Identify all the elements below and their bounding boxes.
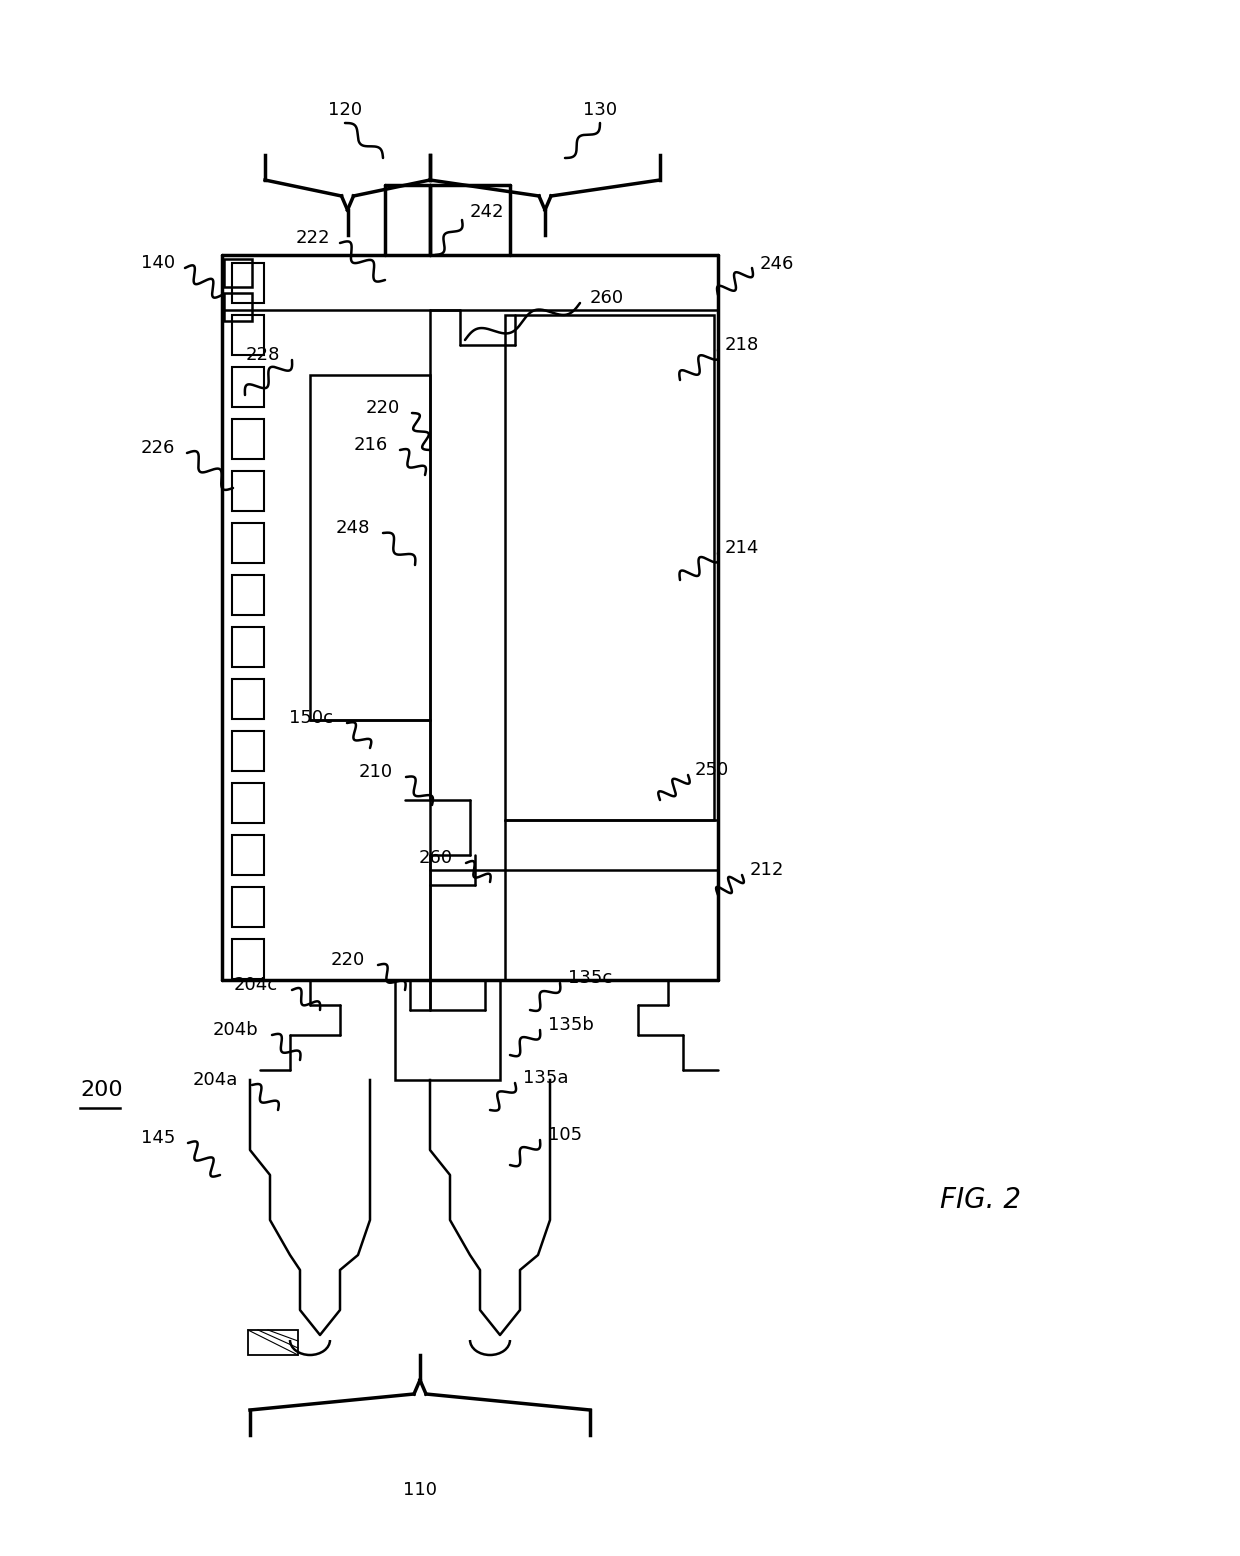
- Bar: [232, 367, 264, 408]
- Text: 212: 212: [750, 860, 785, 879]
- Text: 135b: 135b: [548, 1016, 594, 1035]
- Text: 140: 140: [141, 254, 175, 272]
- Text: 204c: 204c: [234, 976, 278, 994]
- Bar: [232, 678, 264, 719]
- Text: 242: 242: [470, 202, 505, 221]
- Text: 246: 246: [760, 255, 795, 272]
- Bar: [310, 375, 430, 720]
- Text: 250: 250: [694, 761, 729, 780]
- Text: 130: 130: [583, 101, 618, 118]
- Bar: [232, 263, 264, 303]
- Bar: [232, 836, 264, 874]
- Text: 220: 220: [331, 951, 365, 969]
- Text: 135a: 135a: [523, 1069, 568, 1088]
- Bar: [232, 783, 264, 823]
- Bar: [232, 471, 264, 510]
- Text: 226: 226: [140, 439, 175, 457]
- Bar: [232, 938, 264, 979]
- Text: 222: 222: [295, 229, 330, 247]
- Bar: [232, 627, 264, 668]
- Text: 110: 110: [403, 1481, 436, 1498]
- Text: 218: 218: [725, 336, 759, 355]
- Bar: [232, 523, 264, 563]
- Text: 260: 260: [590, 289, 624, 307]
- Text: 150c: 150c: [289, 710, 334, 727]
- Text: 145: 145: [140, 1130, 175, 1147]
- Text: 204b: 204b: [212, 1021, 258, 1039]
- Text: FIG. 2: FIG. 2: [940, 1186, 1021, 1214]
- Text: 135c: 135c: [568, 969, 613, 987]
- Bar: [232, 887, 264, 927]
- Bar: [505, 314, 714, 820]
- Bar: [232, 731, 264, 772]
- Text: 105: 105: [548, 1127, 582, 1144]
- Text: 216: 216: [353, 436, 388, 454]
- Bar: [224, 258, 252, 286]
- Bar: [232, 576, 264, 615]
- Text: 200: 200: [81, 1080, 123, 1100]
- Text: 214: 214: [725, 538, 759, 557]
- Bar: [232, 419, 264, 459]
- Text: 260: 260: [419, 850, 453, 867]
- Bar: [224, 293, 252, 321]
- Text: 204a: 204a: [192, 1071, 238, 1089]
- Bar: [248, 1330, 298, 1355]
- Text: 220: 220: [366, 398, 401, 417]
- Bar: [396, 980, 500, 1080]
- Bar: [232, 314, 264, 355]
- Text: 210: 210: [358, 762, 393, 781]
- Text: 228: 228: [246, 345, 280, 364]
- Text: 248: 248: [336, 520, 370, 537]
- Text: 120: 120: [327, 101, 362, 118]
